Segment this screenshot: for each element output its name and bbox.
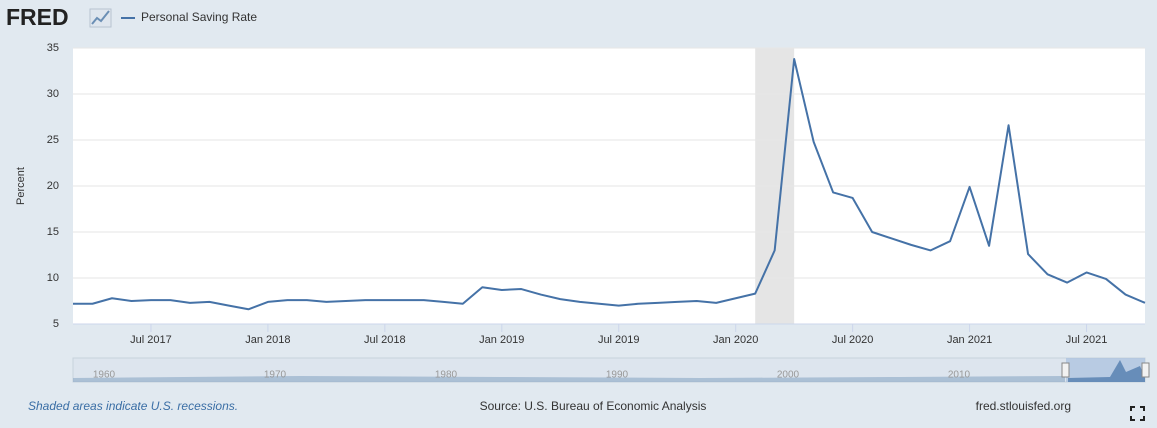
navigator-label: 1980: [435, 370, 458, 381]
x-tick-label: Jan 2018: [245, 334, 290, 346]
x-tick-label: Jul 2019: [598, 334, 640, 346]
logo-icon: [89, 8, 112, 28]
legend-label: Personal Saving Rate: [141, 10, 257, 24]
y-tick-label: 15: [47, 226, 59, 238]
recession-note: Shaded areas indicate U.S. recessions.: [28, 399, 238, 413]
navigator-handle[interactable]: [1141, 362, 1150, 378]
x-tick-label: Jul 2021: [1066, 334, 1108, 346]
y-axis-label: Percent: [15, 167, 27, 205]
x-tick-label: Jan 2019: [479, 334, 524, 346]
x-tick-label: Jul 2017: [130, 334, 172, 346]
navigator-label: 2000: [777, 370, 800, 381]
navigator-label: 2010: [948, 370, 971, 381]
x-tick-label: Jul 2018: [364, 334, 406, 346]
y-tick-label: 25: [47, 134, 59, 146]
y-tick-label: 5: [53, 318, 59, 330]
series-line: [73, 58, 1146, 311]
navigator-series: [73, 376, 1065, 382]
y-tick-label: 30: [47, 88, 59, 100]
site: fred.stlouisfed.org: [976, 399, 1071, 413]
navigator-label: 1990: [606, 370, 629, 381]
navigator-label: 1960: [93, 370, 116, 381]
source: Source: U.S. Bureau of Economic Analysis: [480, 399, 707, 413]
y-tick-label: 35: [47, 42, 59, 54]
y-tick-label: 20: [47, 180, 59, 192]
x-tick-label: Jan 2020: [713, 334, 758, 346]
navigator-label: 1970: [264, 370, 287, 381]
x-tick-label: Jan 2021: [947, 334, 992, 346]
navigator-series-selected: [1068, 360, 1145, 382]
navigator-handle[interactable]: [1061, 362, 1070, 378]
fullscreen-button[interactable]: [1130, 406, 1145, 421]
x-tick-label: Jul 2020: [832, 334, 874, 346]
y-tick-label: 10: [47, 272, 59, 284]
logo: FRED: [6, 4, 69, 30]
